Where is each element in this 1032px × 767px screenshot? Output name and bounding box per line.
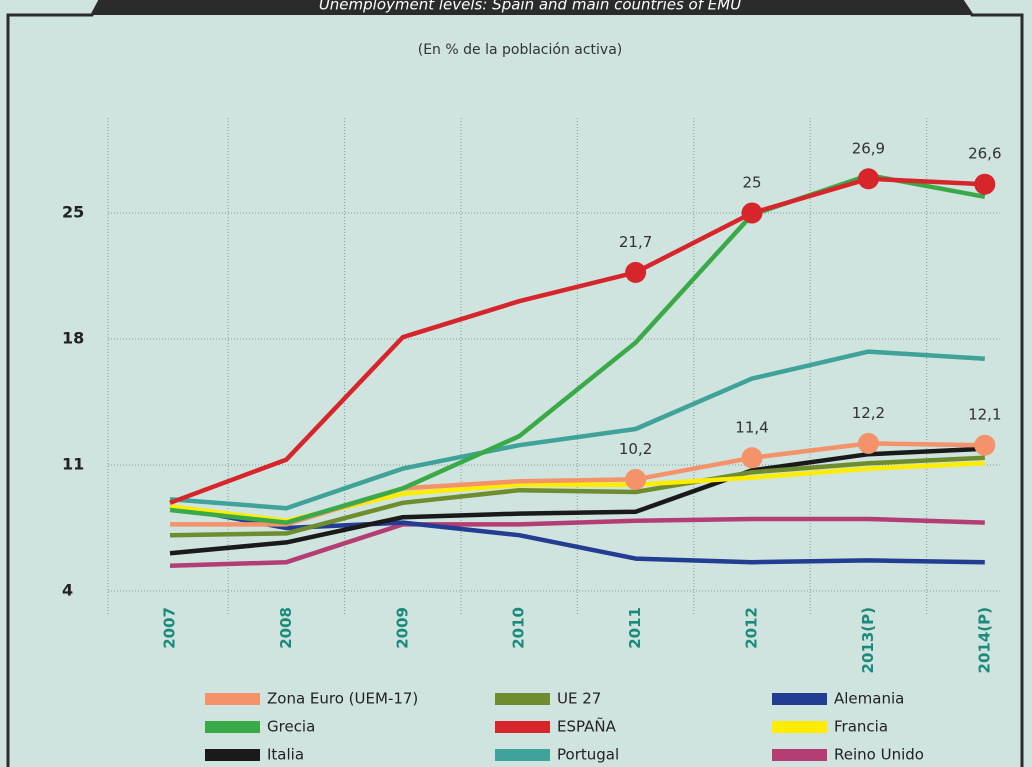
legend-label: Grecia <box>267 718 315 736</box>
legend-label: Portugal <box>557 746 619 764</box>
legend-label: Alemania <box>834 690 904 708</box>
point-marker <box>625 261 647 283</box>
legend-swatch <box>205 693 260 705</box>
point-marker <box>625 468 647 490</box>
chart-title: Unemployment levels: Spain and main coun… <box>319 0 741 14</box>
point-marker <box>741 202 763 224</box>
series-line <box>169 516 985 569</box>
data-label: 26,9 <box>852 139 885 157</box>
series-line <box>169 172 986 525</box>
x-tick-label: 2012 <box>743 607 761 649</box>
series-line <box>169 455 985 538</box>
point-marker <box>741 447 763 469</box>
y-tick-label: 25 <box>62 203 84 222</box>
legend-swatch <box>772 721 827 733</box>
y-tick-label: 18 <box>62 329 84 348</box>
x-tick-label: 2007 <box>161 607 179 649</box>
point-marker <box>857 168 879 190</box>
legend-label: Reino Unido <box>834 746 924 764</box>
series-line <box>169 176 985 505</box>
data-label: 26,6 <box>968 145 1001 163</box>
data-label: 12,2 <box>852 404 885 422</box>
data-label: 12,1 <box>968 406 1001 424</box>
x-tick-label: 2009 <box>393 607 411 649</box>
legend-swatch <box>772 749 827 761</box>
point-marker <box>974 434 996 456</box>
data-label: 25 <box>742 174 761 192</box>
point-marker <box>974 173 996 195</box>
x-tick-label: 2014(P) <box>975 607 993 673</box>
series-line <box>169 446 985 556</box>
data-label: 10,2 <box>619 440 652 458</box>
legend-label: Francia <box>834 718 888 736</box>
chart-subtitle: (En % de la población activa) <box>418 42 623 58</box>
frame <box>6 0 1024 767</box>
x-tick-label: 2010 <box>510 607 528 649</box>
x-tick-label: 2011 <box>626 607 644 649</box>
x-tick-label: 2013(P) <box>859 607 877 673</box>
y-tick-label: 11 <box>62 455 84 474</box>
series-line <box>169 349 985 511</box>
legend-swatch <box>772 693 827 705</box>
legend-label: Zona Euro (UEM-17) <box>267 690 418 708</box>
legend-swatch <box>205 721 260 733</box>
legend-label: UE 27 <box>557 690 601 708</box>
legend-swatch <box>495 693 550 705</box>
point-marker <box>857 432 879 454</box>
legend-label: Italia <box>267 746 304 764</box>
data-label: 21,7 <box>619 233 652 251</box>
y-tick-label: 4 <box>62 581 73 600</box>
data-label: 11,4 <box>735 418 768 436</box>
legend-swatch <box>495 721 550 733</box>
x-tick-label: 2008 <box>277 607 295 649</box>
legend-swatch <box>495 749 550 761</box>
title-banner <box>92 0 972 15</box>
legend-label: ESPAÑA <box>557 717 617 736</box>
legend-swatch <box>205 749 260 761</box>
